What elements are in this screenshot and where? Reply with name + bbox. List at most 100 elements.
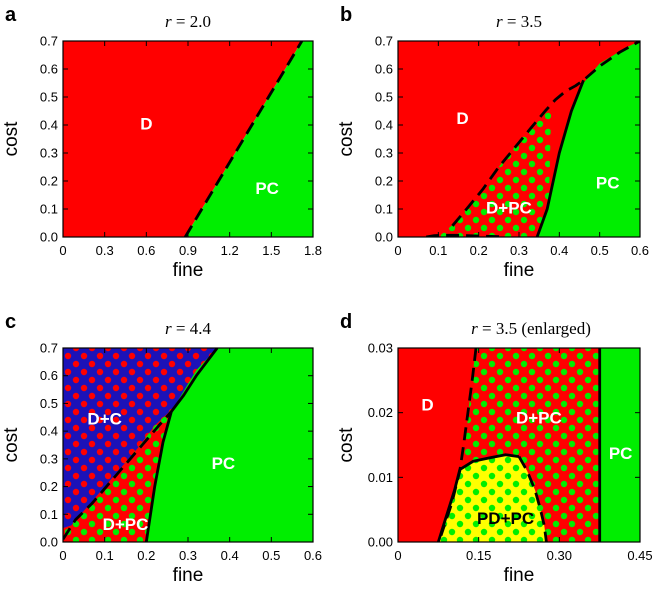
y-tick-label: 0.0 [40, 230, 58, 245]
y-tick-label: 0.4 [40, 118, 58, 133]
region-label: PC [212, 454, 236, 473]
x-tick-label: 0.2 [137, 548, 155, 563]
x-axis-label: fine [173, 260, 204, 281]
x-tick-label: 0.4 [221, 548, 239, 563]
boundary-dashed [439, 348, 478, 536]
region-d [63, 41, 302, 237]
region-label: PC [609, 444, 633, 463]
y-tick-label: 0.3 [40, 146, 58, 161]
panel-title: r = 3.5 [496, 12, 542, 31]
boundary-dashed [183, 41, 304, 237]
y-tick-label: 0.03 [368, 341, 393, 356]
y-tick-label: 0.2 [375, 174, 393, 189]
x-tick-label: 0.1 [429, 243, 447, 258]
panel-letter: c [5, 311, 16, 333]
y-tick-label: 0.7 [40, 341, 58, 356]
x-tick-label: 0.5 [591, 243, 609, 258]
y-tick-label: 0.6 [375, 62, 393, 77]
y-tick-label: 0.5 [40, 396, 58, 411]
y-tick-label: 0.7 [40, 34, 58, 49]
y-axis-label: cost [336, 427, 357, 463]
panel-letter: a [5, 4, 17, 26]
region-pc [146, 348, 313, 542]
region-label: PC [596, 173, 620, 192]
panel-c: D+C D+PC PC 0 0.1 0.2 0.3 0.4 0.5 0.6 0.0 0.1 0.2 0.3… [1, 311, 322, 586]
y-tick-label: 0.5 [40, 90, 58, 105]
region-label: PC [255, 179, 279, 198]
plot-area-b [398, 41, 640, 237]
y-tick-label: 0.1 [40, 507, 58, 522]
boundary-solid [144, 348, 219, 542]
panel-letter: b [340, 4, 352, 26]
region-label: D+C [87, 410, 121, 429]
title-variable: r [165, 319, 172, 338]
x-tick-label: 0.30 [547, 548, 572, 563]
x-tick-label: 0.2 [470, 243, 488, 258]
x-tick-label: 0.6 [304, 548, 322, 563]
x-tick-label: 0 [59, 243, 66, 258]
x-tick-label: 0.45 [627, 548, 652, 563]
region-pd-pc [438, 454, 547, 542]
region-label: D [421, 396, 433, 415]
y-axis-label: cost [1, 121, 22, 157]
panel-b: D D+PC PC 0 0.1 0.2 0.3 0.4 0.5 0.6 0.0 0.1 0.2 0.3 0.… [336, 4, 649, 281]
title-value: = 2.0 [172, 12, 211, 31]
panel-title: r = 3.5 (enlarged) [471, 319, 591, 338]
y-tick-label: 0.1 [375, 202, 393, 217]
panel-letter: d [340, 311, 352, 333]
boundary-solid [436, 453, 520, 542]
y-tick-label: 0.5 [375, 90, 393, 105]
y-tick-label: 0.6 [40, 62, 58, 77]
y-tick-label: 0.7 [375, 34, 393, 49]
x-tick-label: 1.5 [262, 243, 280, 258]
y-tick-label: 0.4 [375, 118, 393, 133]
y-tick-label: 0.00 [368, 535, 393, 550]
title-variable: r [496, 12, 503, 31]
plot-area-c [63, 348, 313, 542]
x-tick-label: 0.6 [631, 243, 649, 258]
plot-area-a [63, 41, 313, 237]
region-label: D [456, 109, 468, 128]
y-tick-label: 0.0 [375, 230, 393, 245]
y-tick-label: 0.1 [40, 202, 58, 217]
y-axis-label: cost [1, 427, 22, 463]
boundary-solid [535, 79, 585, 237]
x-tick-label: 0 [59, 548, 66, 563]
y-tick-label: 0.2 [40, 479, 58, 494]
y-tick-label: 0.01 [368, 470, 393, 485]
panel-a: D PC 0 0.3 0.6 0.9 1.2 1.5 1.8 0.0 0.1 0.2 0.3 0.4 0.5… [1, 4, 322, 281]
x-tick-label: 0.3 [179, 548, 197, 563]
axes-frame [397, 347, 641, 543]
region-pc [185, 41, 313, 237]
x-tick-label: 0 [394, 548, 401, 563]
y-tick-label: 0.4 [40, 424, 58, 439]
boundary-dashed [451, 41, 640, 227]
region-label: D+PC [103, 515, 149, 534]
y-tick-label: 0.02 [368, 405, 393, 420]
panel-title: r = 2.0 [165, 12, 211, 31]
x-tick-label: 0.3 [510, 243, 528, 258]
plot-area-d [398, 348, 640, 542]
y-axis-label: cost [336, 121, 357, 157]
x-tick-label: 1.2 [221, 243, 239, 258]
panel-d: D D+PC PC PD+PC 0 0.15 0.30 0.45 0.00 0.01 0.02 0.0… [336, 311, 653, 586]
y-tick-label: 0.6 [40, 368, 58, 383]
y-tick-label: 0.3 [375, 146, 393, 161]
x-tick-label: 0 [394, 243, 401, 258]
x-tick-label: 1.8 [304, 243, 322, 258]
boundary-dashed [517, 455, 548, 542]
region-pc [537, 41, 640, 237]
x-tick-label: 0.1 [96, 548, 114, 563]
x-axis-label: fine [504, 260, 535, 281]
region-pc [599, 348, 640, 542]
boundary-dashed [63, 410, 173, 540]
region-label: D [140, 114, 152, 133]
x-tick-label: 0.3 [96, 243, 114, 258]
x-tick-label: 0.5 [262, 548, 280, 563]
region-label: PD+PC [477, 509, 534, 528]
title-value: = 4.4 [172, 319, 212, 338]
region-d-pc [430, 105, 552, 237]
title-variable: r [165, 12, 172, 31]
x-tick-label: 0.9 [179, 243, 197, 258]
